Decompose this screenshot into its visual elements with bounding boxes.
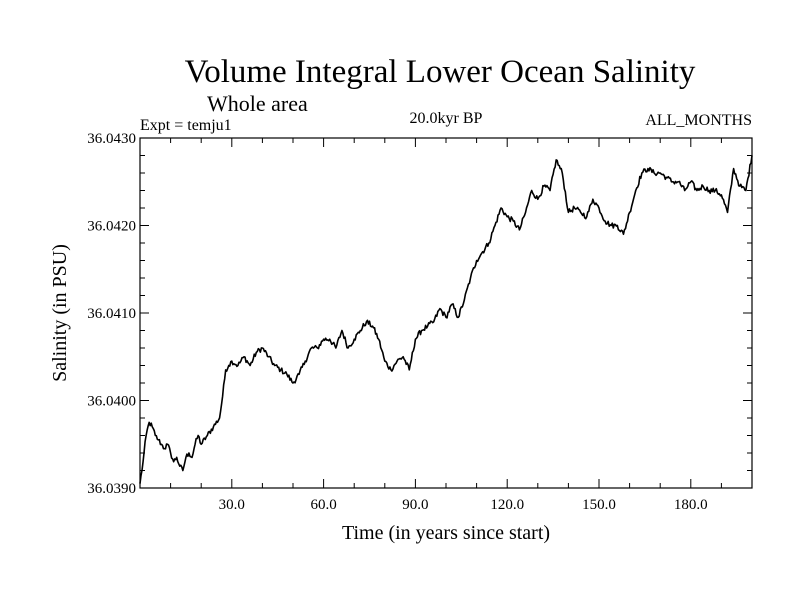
x-tick-label: 30.0 [219, 497, 245, 513]
chart-title: Volume Integral Lower Ocean Salinity [185, 54, 696, 90]
y-tick-label: 36.0420 [87, 219, 136, 235]
x-axis-label: Time (in years since start) [342, 522, 550, 544]
period-label: 20.0kyr BP [410, 110, 483, 127]
salinity-series-line [139, 155, 753, 484]
x-tick-label: 150.0 [582, 497, 616, 513]
y-axis-label: Salinity (in PSU) [49, 244, 71, 382]
x-tick-label: 120.0 [490, 497, 524, 513]
x-tick-label: 180.0 [674, 497, 708, 513]
x-tick-label: 60.0 [310, 497, 336, 513]
y-tick-label: 36.0410 [87, 306, 136, 322]
axis-ticks [140, 137, 752, 489]
y-tick-label: 36.0430 [87, 131, 136, 147]
y-tick-label: 36.0400 [87, 394, 136, 410]
experiment-label: Expt = temju1 [140, 117, 232, 134]
tick-labels: 30.0 60.0 90.0 120.0 150.0 180.0 36.0390 36.040… [87, 131, 707, 513]
y-tick-label: 36.0390 [87, 481, 136, 497]
chart-subtitle: Whole area [207, 91, 308, 116]
months-label: ALL_MONTHS [645, 112, 752, 129]
plot-frame [139, 137, 753, 489]
x-tick-label: 90.0 [402, 497, 428, 513]
